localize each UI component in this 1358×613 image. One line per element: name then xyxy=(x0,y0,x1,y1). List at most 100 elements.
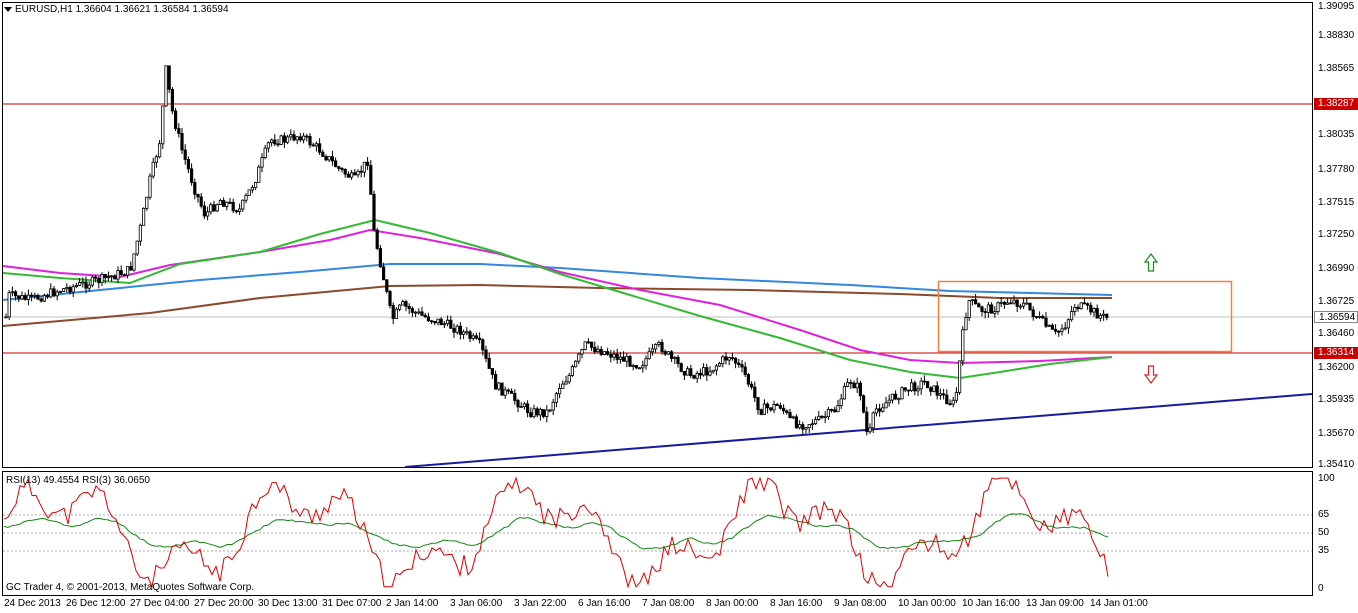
arrow-up-icon xyxy=(1143,253,1159,272)
candle-body xyxy=(1047,324,1051,327)
candle-body xyxy=(737,362,741,366)
candle-body xyxy=(84,281,88,289)
candle-body xyxy=(721,356,725,364)
candle-body xyxy=(842,386,847,400)
candle-body xyxy=(1098,314,1102,319)
candle-body xyxy=(1018,305,1023,308)
candle-body xyxy=(718,363,722,367)
candle-body xyxy=(570,366,575,376)
candle-body xyxy=(977,303,981,308)
time-axis-label: 9 Jan 08:00 xyxy=(834,598,887,609)
candle-body xyxy=(961,329,965,362)
candle-body xyxy=(836,405,840,413)
candle-body xyxy=(49,288,53,298)
candle-body xyxy=(461,331,466,335)
candle-body xyxy=(1012,299,1016,304)
price-axis-label: 1.37515 xyxy=(1318,197,1355,208)
candle-body xyxy=(321,151,325,157)
time-axis-label: 30 Dec 13:00 xyxy=(258,598,318,609)
candle-body xyxy=(385,279,389,292)
candle-body xyxy=(599,348,603,355)
candle-body xyxy=(935,385,939,396)
candle-body xyxy=(1079,302,1083,310)
candle-body xyxy=(497,382,501,390)
candle-body xyxy=(609,354,613,358)
candle-body xyxy=(410,308,415,313)
candle-body xyxy=(542,409,546,417)
candle-body xyxy=(110,275,114,278)
candle-body xyxy=(666,351,671,355)
candle-body xyxy=(148,175,152,198)
candle-body xyxy=(106,276,110,279)
candle-body xyxy=(4,316,8,319)
time-axis-label: 27 Dec 20:00 xyxy=(194,598,254,609)
price-axis-label: 1.35935 xyxy=(1318,394,1355,405)
candle-body xyxy=(692,375,696,379)
candle-body xyxy=(986,304,991,313)
candle-body xyxy=(849,381,853,384)
candle-body xyxy=(276,143,280,146)
main-chart-frame xyxy=(2,2,1313,468)
range-box xyxy=(937,280,1233,353)
candle-body xyxy=(548,409,552,412)
support-price-badge: 1.36314 xyxy=(1314,347,1358,359)
candle-body xyxy=(65,287,69,290)
candle-body xyxy=(702,367,706,376)
candle-body xyxy=(1022,302,1026,307)
candle-body xyxy=(36,294,40,300)
candle-body xyxy=(241,199,245,210)
candle-body xyxy=(116,270,120,280)
candle-body xyxy=(500,382,504,396)
ma-green xyxy=(2,218,1113,380)
candle-body xyxy=(301,135,306,141)
candle-body xyxy=(279,135,283,145)
candle-body xyxy=(561,383,565,389)
candle-body xyxy=(577,353,581,362)
candle-body xyxy=(890,393,895,401)
candle-body xyxy=(695,372,699,379)
candle-body xyxy=(340,168,344,170)
candle-body xyxy=(932,385,936,392)
candle-body xyxy=(1044,317,1048,327)
candle-body xyxy=(868,427,872,433)
candle-body xyxy=(874,408,879,414)
candle-body xyxy=(1006,302,1010,305)
candle-body xyxy=(826,409,831,418)
candle-body xyxy=(778,405,783,409)
candle-body xyxy=(993,311,997,314)
time-axis-label: 10 Jan 00:00 xyxy=(898,598,956,609)
candle-body xyxy=(535,408,539,416)
candle-body xyxy=(1070,311,1074,321)
candle-body xyxy=(606,351,610,355)
candle-body xyxy=(894,393,898,400)
candle-body xyxy=(327,156,331,161)
candle-body xyxy=(100,274,104,284)
candle-body xyxy=(638,367,642,370)
candle-body xyxy=(865,411,869,433)
candle-body xyxy=(490,368,495,375)
rsi-title: RSI(13) 49.4554 RSI(3) 36.0650 xyxy=(6,475,150,486)
candle-body xyxy=(644,358,648,367)
candle-body xyxy=(974,299,978,305)
time-axis-label: 27 Dec 04:00 xyxy=(130,598,190,609)
candle-body xyxy=(538,409,543,416)
candle-body xyxy=(823,416,827,419)
candle-body xyxy=(62,288,66,292)
candle-body xyxy=(686,368,690,376)
candle-body xyxy=(622,356,626,362)
candle-body xyxy=(477,337,482,341)
candle-body xyxy=(964,316,968,331)
time-axis-label: 3 Jan 06:00 xyxy=(450,598,503,609)
candle-body xyxy=(810,423,815,426)
candle-body xyxy=(551,401,555,411)
candle-body xyxy=(55,291,59,297)
candle-body xyxy=(269,139,274,144)
chevron-down-icon[interactable] xyxy=(4,6,12,12)
arrow-down-icon xyxy=(1143,365,1159,384)
candle-body xyxy=(574,360,578,368)
chart-title[interactable]: EURUSD,H1 1.36604 1.36621 1.36584 1.3659… xyxy=(4,4,229,15)
candle-body xyxy=(958,360,962,393)
candle-body xyxy=(13,291,18,297)
